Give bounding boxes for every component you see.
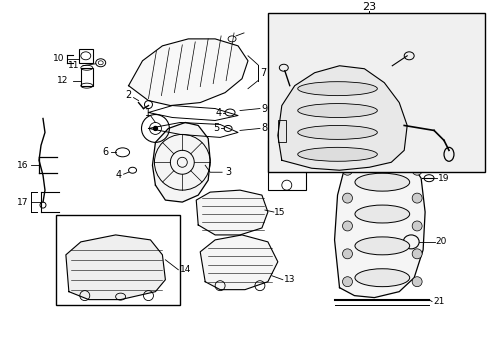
Text: 1: 1 — [145, 108, 151, 117]
Bar — [277, 121, 285, 142]
Bar — [267, 140, 305, 190]
Text: 23: 23 — [362, 2, 376, 12]
Text: 20: 20 — [434, 237, 446, 246]
Circle shape — [411, 277, 421, 287]
Text: 14: 14 — [179, 265, 191, 274]
Polygon shape — [66, 235, 165, 300]
Circle shape — [411, 193, 421, 203]
Circle shape — [411, 221, 421, 231]
Ellipse shape — [297, 82, 377, 96]
Text: 4: 4 — [115, 170, 122, 180]
Text: 18: 18 — [307, 164, 319, 173]
Text: 4: 4 — [215, 108, 221, 117]
Ellipse shape — [354, 205, 409, 223]
Circle shape — [342, 221, 352, 231]
Ellipse shape — [354, 237, 409, 255]
Text: 19: 19 — [437, 174, 449, 183]
Text: 21: 21 — [432, 297, 444, 306]
Text: 22: 22 — [430, 138, 442, 147]
Ellipse shape — [354, 269, 409, 287]
Circle shape — [342, 165, 352, 175]
Ellipse shape — [297, 104, 377, 117]
Circle shape — [342, 277, 352, 287]
Bar — [79, 49, 93, 63]
Text: 2: 2 — [125, 90, 131, 100]
Polygon shape — [152, 122, 210, 202]
Text: 9: 9 — [261, 104, 267, 113]
Polygon shape — [200, 235, 277, 290]
Circle shape — [153, 126, 157, 130]
Text: 10: 10 — [53, 54, 64, 63]
Bar — [56, 215, 180, 305]
Bar — [267, 13, 484, 172]
Circle shape — [342, 249, 352, 259]
Text: 16: 16 — [17, 161, 29, 170]
Polygon shape — [334, 148, 424, 298]
Circle shape — [342, 193, 352, 203]
Circle shape — [411, 165, 421, 175]
Bar — [81, 68, 93, 86]
Text: 6: 6 — [102, 147, 108, 157]
Text: 7: 7 — [259, 68, 265, 78]
Text: 13: 13 — [284, 275, 295, 284]
Text: 3: 3 — [224, 167, 231, 177]
Text: 11: 11 — [68, 61, 80, 70]
Ellipse shape — [297, 147, 377, 161]
Text: 8: 8 — [261, 123, 267, 134]
Circle shape — [411, 249, 421, 259]
Ellipse shape — [297, 126, 377, 139]
Polygon shape — [196, 190, 267, 235]
Text: 5: 5 — [213, 123, 219, 134]
Polygon shape — [128, 39, 247, 105]
Polygon shape — [277, 66, 407, 170]
Text: 12: 12 — [57, 76, 68, 85]
Ellipse shape — [354, 173, 409, 191]
Text: 17: 17 — [17, 198, 29, 207]
Text: 15: 15 — [273, 207, 285, 216]
